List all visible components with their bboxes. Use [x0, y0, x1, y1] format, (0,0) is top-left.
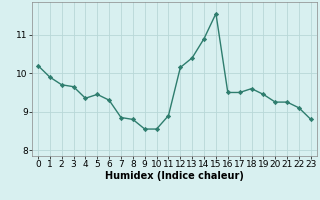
X-axis label: Humidex (Indice chaleur): Humidex (Indice chaleur)	[105, 171, 244, 181]
